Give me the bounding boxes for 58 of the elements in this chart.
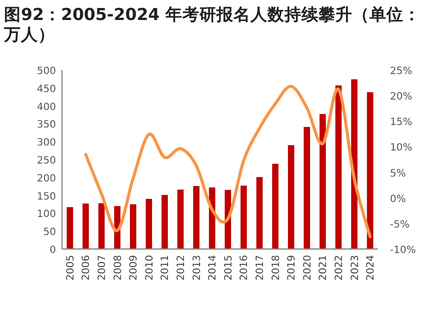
bar — [193, 186, 200, 249]
x-tick-label: 2016 — [239, 255, 250, 280]
y2-tick-label: 20% — [390, 92, 412, 103]
bar — [66, 207, 74, 249]
x-tick-label: 2019 — [286, 255, 298, 280]
y2-tick-label: 5% — [390, 168, 406, 180]
y2-tick-label: 25% — [390, 66, 412, 77]
bar — [177, 190, 184, 249]
x-tick-label: 2005 — [65, 255, 76, 280]
y2-tick-label: 15% — [390, 117, 412, 128]
bar — [146, 198, 152, 249]
x-tick-label: 2015 — [223, 255, 234, 280]
x-tick-label: 2009 — [128, 255, 140, 280]
bar — [256, 177, 263, 249]
bar — [162, 194, 168, 249]
x-tick-label: 2021 — [318, 255, 330, 280]
bar — [272, 164, 278, 249]
y-tick-label: 400 — [36, 102, 56, 113]
x-tick-label: 2010 — [144, 255, 156, 280]
x-tick-label: 2022 — [334, 255, 345, 280]
y-tick-label: 350 — [36, 120, 56, 131]
bar — [240, 186, 247, 249]
bar — [304, 126, 310, 249]
x-tick-label: 2024 — [366, 255, 377, 280]
x-tick-label: 2017 — [255, 255, 266, 280]
x-tick-label: 2006 — [81, 255, 92, 280]
y-tick-label: 200 — [36, 173, 56, 184]
y-tick-label: 250 — [36, 156, 56, 166]
x-tick-label: 2013 — [192, 255, 203, 280]
x-tick-label: 2023 — [350, 255, 361, 280]
bar — [366, 92, 374, 249]
y-tick-label: 300 — [36, 138, 56, 149]
bar — [320, 114, 326, 249]
y-tick-label: 500 — [36, 66, 56, 77]
x-tick-label: 2018 — [270, 255, 282, 280]
bar — [98, 203, 105, 249]
bar — [288, 145, 294, 249]
y-tick-label: 100 — [36, 209, 56, 220]
x-tick-label: 2012 — [176, 255, 187, 280]
bar — [335, 85, 342, 249]
chart-title: 图92：2005-2024 年考研报名人数持续攀升（单位：万人） — [3, 5, 420, 44]
y2-tick-label: -5% — [390, 219, 410, 230]
x-tick-label: 2014 — [208, 255, 219, 280]
bar — [82, 204, 89, 249]
x-tick-label: 2011 — [160, 255, 172, 280]
y-tick-label: 450 — [36, 84, 56, 95]
y-tick-label: 0 — [50, 245, 56, 256]
bar — [130, 204, 136, 249]
x-tick-label: 2020 — [302, 255, 314, 280]
y-tick-label: 50 — [43, 227, 56, 238]
bar — [351, 79, 358, 249]
y2-tick-label: 0% — [390, 194, 406, 205]
y2-tick-label: 10% — [390, 142, 412, 154]
y-tick-label: 150 — [36, 191, 56, 202]
line-series — [84, 84, 372, 238]
x-tick-label: 2008 — [112, 255, 124, 280]
x-tick-label: 2007 — [97, 255, 108, 280]
y2-tick-label: -10% — [390, 245, 416, 256]
